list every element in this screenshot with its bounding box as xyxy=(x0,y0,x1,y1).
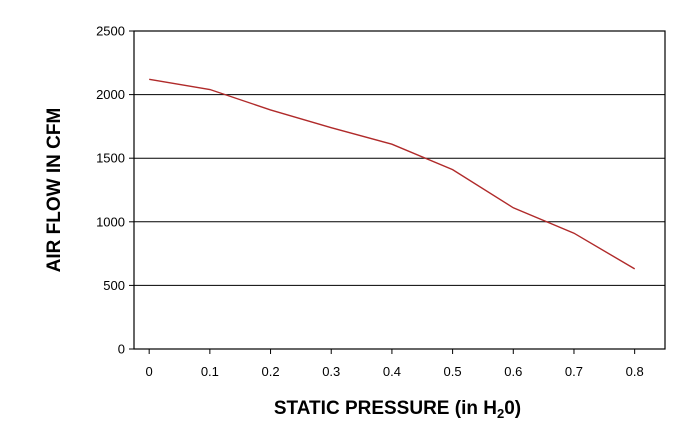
plot-frame xyxy=(133,30,666,350)
x-tick-label: 0.1 xyxy=(201,364,219,379)
x-axis-title: STATIC PRESSURE (in H20) xyxy=(274,398,521,421)
y-tick-label: 2000 xyxy=(96,87,125,102)
x-axis-ticks: 0 0.1 0.2 0.3 0.4 0.5 0.6 0.7 0.8 xyxy=(146,349,644,379)
grid-lines xyxy=(134,94,665,286)
y-axis-ticks: 0 500 1000 1500 2000 2500 xyxy=(96,24,134,357)
y-tick-label: 1500 xyxy=(96,151,125,166)
series-line xyxy=(149,78,636,270)
y-tick-label: 2500 xyxy=(96,24,125,39)
x-tick-label: 0.3 xyxy=(322,364,340,379)
x-tick-label: 0.7 xyxy=(565,364,583,379)
x-tick-label: 0.6 xyxy=(504,364,522,379)
y-tick-label: 0 xyxy=(118,342,125,357)
x-tick-label: 0 xyxy=(146,364,153,379)
x-tick-label: 0.4 xyxy=(383,364,401,379)
x-tick-label: 0.8 xyxy=(626,364,644,379)
x-axis-title-tail: 0) xyxy=(504,398,521,419)
y-axis-title: AIR FLOW IN CFM xyxy=(44,108,65,273)
x-axis-title-main: STATIC PRESSURE (in H xyxy=(274,398,497,419)
x-tick-label: 0.5 xyxy=(444,364,462,379)
x-axis-title-subscript: 2 xyxy=(497,406,504,421)
x-tick-label: 0.2 xyxy=(262,364,280,379)
y-tick-label: 1000 xyxy=(96,214,125,229)
y-tick-label: 500 xyxy=(103,278,125,293)
